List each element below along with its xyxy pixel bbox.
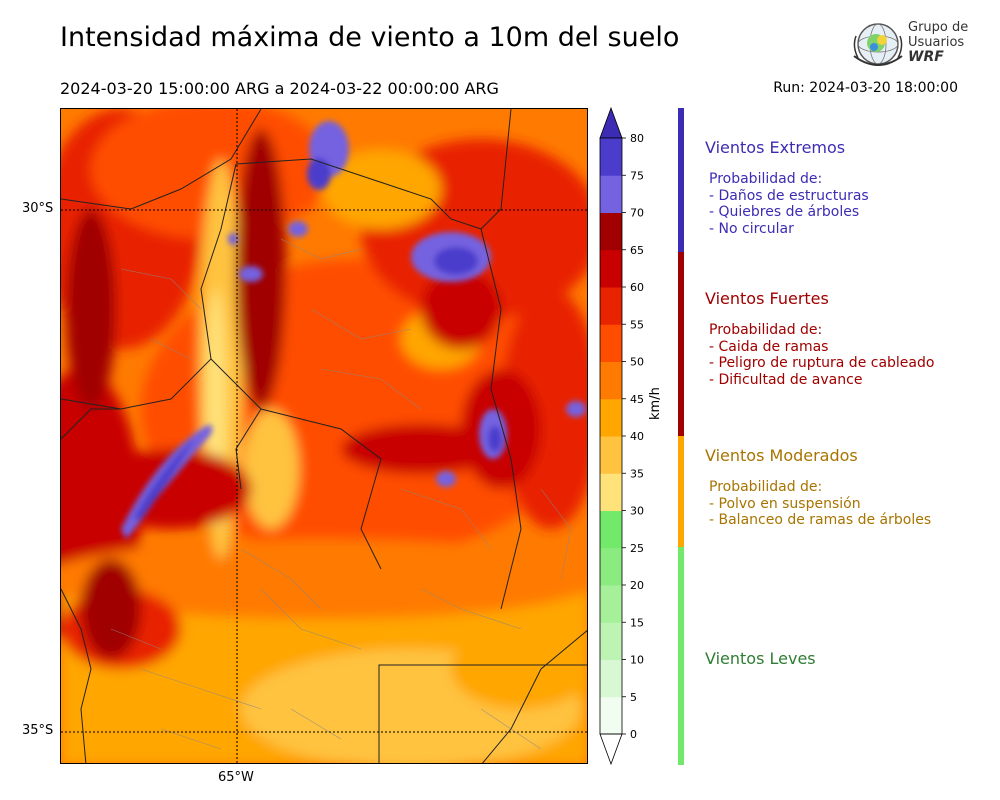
category-line: Probabilidad de:: [709, 479, 823, 495]
colorbar-band: [600, 249, 622, 288]
category-bar-moderados: [678, 436, 684, 547]
wind-map: [60, 108, 588, 764]
colorbar-band: [600, 324, 622, 362]
category-extremos: Vientos Extremos Probabilidad de: - Daño…: [705, 138, 869, 237]
colorbar-tick-label: 50: [630, 356, 644, 369]
category-line: - Quiebres de árboles: [709, 204, 860, 220]
colorbar-band: [600, 361, 622, 400]
wind-map-svg: [61, 109, 587, 763]
logo-line-2: Usuarios: [908, 35, 965, 50]
colorbar-tick-label: 5: [630, 691, 637, 704]
colorbar-tick-label: 70: [630, 207, 644, 220]
category-line: Probabilidad de:: [709, 322, 823, 338]
colorbar-tick-label: 45: [630, 393, 644, 406]
map-title: Intensidad máxima de viento a 10m del su…: [60, 22, 680, 53]
colorbar-under-triangle: [599, 733, 623, 766]
colorbar-band: [600, 696, 622, 735]
valid-period: 2024-03-20 15:00:00 ARG a 2024-03-22 00:…: [60, 79, 499, 98]
colorbar: 0 5 10 15 20 25 30 35 40 45 50 55 60 65 70 75 80: [599, 106, 644, 766]
category-fuertes: Vientos Fuertes Probabilidad de: - Caida…: [705, 289, 934, 388]
category-line: - Dificultad de avance: [709, 371, 863, 388]
logo-line-1: Grupo de: [908, 20, 969, 35]
logo-text: Grupo de Usuarios WRF: [908, 20, 968, 65]
category-moderados: Vientos Moderados Probabilidad de: - Pol…: [705, 446, 931, 529]
colorbar-tick-label: 25: [630, 542, 644, 555]
colorbar-band: [600, 473, 622, 511]
colorbar-band: [600, 175, 622, 213]
category-title: Vientos Fuertes: [705, 289, 829, 308]
colorbar-over-triangle: [599, 106, 623, 139]
colorbar-tick-label: 15: [630, 616, 644, 629]
category-line: - Peligro de ruptura de cableado: [709, 355, 935, 371]
colorbar-tick-label: 30: [630, 505, 644, 518]
colorbar-tick-label: 75: [630, 169, 644, 182]
colorbar-band: [600, 398, 622, 437]
colorbar-band: [600, 212, 622, 251]
category-bar-leves: [678, 547, 684, 765]
wrf-globe-icon: [853, 23, 903, 66]
colorbar-tick-label: 10: [630, 654, 644, 667]
colorbar-tick-label: 65: [630, 244, 644, 257]
colorbar-tick-label: 60: [630, 281, 644, 294]
category-bar-fuertes: [678, 252, 684, 436]
colorbar-band: [600, 622, 622, 660]
colorbar-tick-label: 40: [630, 430, 644, 443]
colorbar-band: [600, 547, 622, 586]
colorbar-band: [600, 585, 622, 623]
category-title: Vientos Moderados: [705, 446, 858, 465]
colorbar-band: [600, 287, 622, 325]
run-time: Run: 2024-03-20 18:00:00: [773, 80, 958, 96]
colorbar-tick-label: 80: [630, 132, 644, 145]
category-line: - Caida de ramas: [709, 338, 829, 355]
category-line: - No circular: [709, 220, 794, 237]
colorbar-band: [600, 436, 622, 474]
category-line: - Daños de estructuras: [709, 187, 869, 204]
category-bar-extremos: [678, 108, 684, 252]
colorbar-band: [600, 138, 622, 176]
category-leves: Vientos Leves: [705, 649, 816, 682]
colorbar-tick-label: 55: [630, 318, 644, 331]
colorbar-units: km/h: [648, 387, 663, 420]
lon-label-65w: 65°W: [218, 770, 254, 785]
colorbar-tick-label: 20: [630, 579, 644, 592]
colorbar-band: [600, 510, 622, 549]
category-title: Vientos Leves: [705, 649, 816, 668]
colorbar-tick-label: 0: [630, 728, 637, 741]
colorbar-tick-label: 35: [630, 467, 644, 480]
logo-line-3: WRF: [908, 49, 944, 65]
lat-label-35s: 35°S: [22, 723, 54, 738]
category-line: Probabilidad de:: [709, 171, 823, 187]
category-title: Vientos Extremos: [705, 138, 846, 157]
category-line: - Polvo en suspensión: [709, 495, 861, 512]
colorbar-band: [600, 659, 622, 698]
category-line: - Balanceo de ramas de árboles: [709, 512, 932, 528]
lat-label-30s: 30°S: [22, 201, 54, 216]
